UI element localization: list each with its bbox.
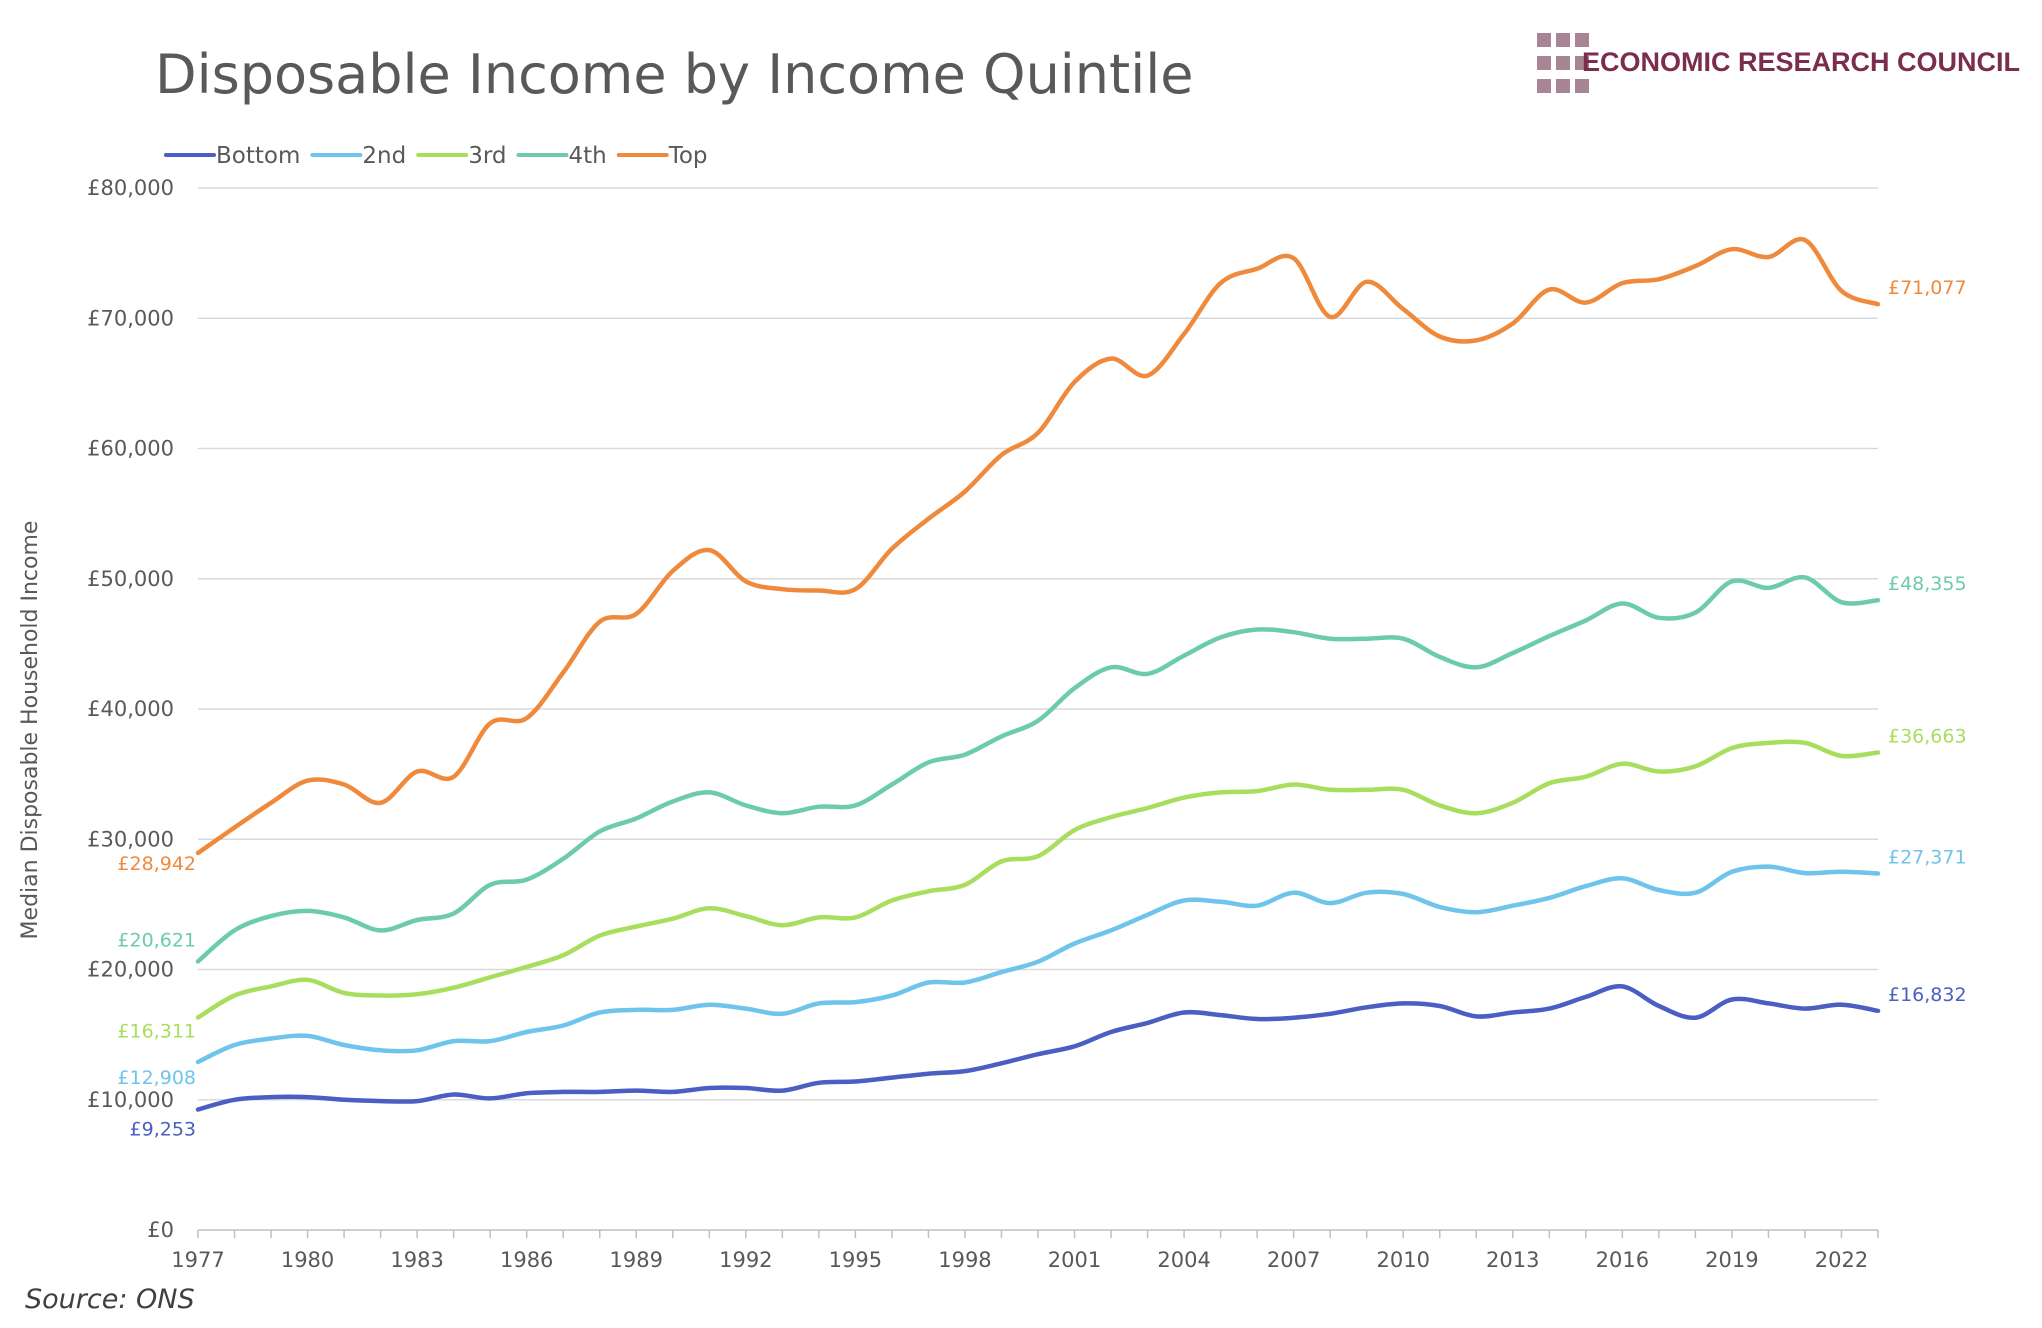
series-line-top [195,236,1881,856]
x-tick-label: 1983 [390,1248,443,1272]
end-label-2nd: £27,371 [1888,846,1967,868]
legend-label: 2nd [362,143,406,169]
legend-item: Top [616,143,708,169]
y-tick-label: £40,000 [87,697,174,721]
x-tick-label: 2019 [1705,1248,1758,1272]
series-lines [195,236,1881,1112]
logo-square [1575,33,1589,47]
logo-square [1537,33,1551,47]
logo-square [1556,79,1570,93]
logo-square [1556,56,1570,70]
y-tick-label: £60,000 [87,437,174,461]
data-labels: £9,253 £16,832 £12,908 £27,371 £16,311 £36,66… [117,277,1966,1140]
legend-item: 2nd [310,143,406,169]
legend-label: Top [668,143,708,169]
x-tick-label: 1995 [829,1248,882,1272]
x-tick-label: 1989 [610,1248,663,1272]
legend-item: 3rd [416,143,506,169]
brand-name: ECONOMIC RESEARCH COUNCIL [1582,47,2020,77]
logo-square [1556,33,1570,47]
y-tick-label: £0 [147,1218,174,1242]
start-label-bottom: £9,253 [130,1118,196,1140]
x-tick-label: 1977 [171,1248,224,1272]
chart-title: Disposable Income by Income Quintile [155,43,1193,106]
x-axis: 1977 1980 1983 1986 1989 1992 1995 1998 2001 2004… [171,1229,1879,1272]
logo-square [1575,56,1589,70]
logo-square [1537,79,1551,93]
legend-label: 4th [568,143,606,169]
series-line-3rd [195,739,1881,1020]
y-tick-label: £20,000 [87,958,174,982]
x-tick-label: 2016 [1596,1248,1649,1272]
end-label-4th: £48,355 [1888,573,1967,595]
legend-item: 4th [516,143,607,169]
series-line-bottom [195,984,1881,1112]
x-tick-label: 1980 [281,1248,334,1272]
brand-logo: ECONOMIC RESEARCH COUNCIL [1537,33,2020,93]
logo-squares-icon [1537,33,1589,93]
x-tick-label: 2010 [1376,1248,1429,1272]
start-label-3rd: £16,311 [117,1021,196,1043]
end-label-top: £71,077 [1888,277,1967,299]
x-tick-label: 1992 [719,1248,772,1272]
x-tick-label: 2001 [1048,1248,1101,1272]
x-tick-label: 2004 [1157,1248,1210,1272]
y-tick-label: £70,000 [87,306,174,330]
x-tick-label: 2007 [1267,1248,1320,1272]
start-label-4th: £20,621 [117,929,196,951]
series-line-2nd [195,864,1881,1065]
x-tick-label: 1986 [500,1248,553,1272]
legend-item: Bottom [164,143,300,169]
legend-label: 3rd [468,143,506,169]
y-axis: £0 £10,000 £20,000 £30,000 £40,000 £50,000 £60… [87,176,174,1242]
y-tick-label: £10,000 [87,1088,174,1112]
series-line-4th [195,574,1881,964]
start-label-2nd: £12,908 [117,1067,196,1089]
x-tick-label: 2013 [1486,1248,1539,1272]
end-label-bottom: £16,832 [1888,984,1967,1006]
y-axis-label: Median Disposable Household Income [18,521,43,940]
y-tick-label: £30,000 [87,827,174,851]
y-tick-label: £50,000 [87,567,174,591]
logo-square [1575,79,1589,93]
x-tick-label: 1998 [938,1248,991,1272]
end-label-3rd: £36,663 [1888,725,1967,747]
legend: Bottom 2nd 3rd 4th Top [164,143,708,169]
start-label-top: £28,942 [117,853,196,875]
y-tick-label: £80,000 [87,176,174,200]
legend-label: Bottom [216,143,300,169]
source-note: Source: ONS [25,1284,195,1315]
gridlines [198,187,1878,1101]
logo-square [1537,56,1551,70]
x-tick-label: 2022 [1815,1248,1868,1272]
